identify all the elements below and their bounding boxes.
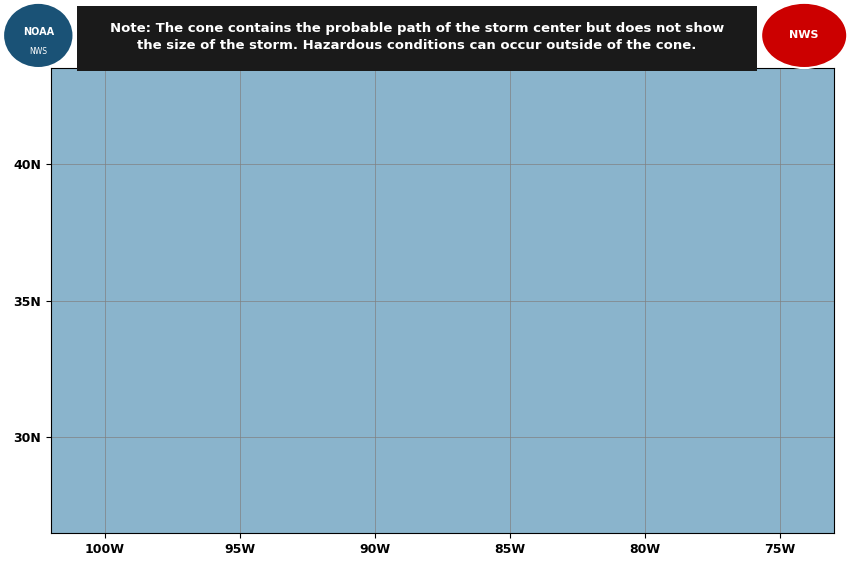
Text: Note: The cone contains the probable path of the storm center but does not show
: Note: The cone contains the probable pat… bbox=[110, 22, 724, 52]
Circle shape bbox=[3, 3, 73, 68]
Text: NOAA: NOAA bbox=[23, 27, 54, 37]
Text: NWS: NWS bbox=[790, 31, 819, 40]
Text: NWS: NWS bbox=[29, 46, 48, 56]
FancyBboxPatch shape bbox=[77, 6, 757, 71]
Circle shape bbox=[761, 3, 848, 68]
